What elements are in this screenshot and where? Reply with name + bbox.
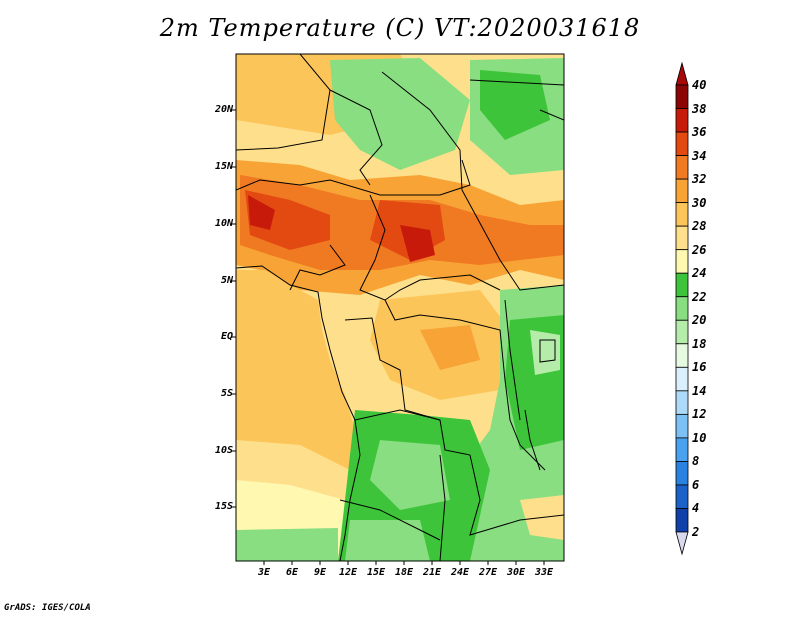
lon-label: 24E xyxy=(450,567,470,578)
colorbar-swatch xyxy=(675,319,689,345)
colorbar-label: 16 xyxy=(692,360,707,375)
colorbar-swatch xyxy=(675,296,689,321)
colorbar-swatch xyxy=(675,343,689,368)
lat-label: 15N xyxy=(214,161,233,172)
lat-label: 10N xyxy=(214,218,233,229)
lon-label: 18E xyxy=(394,567,414,578)
colorbar-label: 40 xyxy=(692,78,707,92)
colorbar-swatch xyxy=(675,155,689,180)
colorbar-swatch xyxy=(675,484,689,509)
colorbar-label: 24 xyxy=(692,266,707,281)
colorbar-swatch xyxy=(675,461,689,486)
axis-ticks xyxy=(232,109,545,565)
colorbar-label: 6 xyxy=(692,477,700,492)
lon-label: 33E xyxy=(534,567,554,578)
lon-label: 9E xyxy=(313,567,327,578)
colorbar-swatch xyxy=(675,437,689,462)
temperature-field xyxy=(236,54,564,561)
lon-label: 15E xyxy=(366,567,386,578)
chart-title: 2m Temperature (C) VT:2020031618 xyxy=(159,14,641,42)
lon-label: 12E xyxy=(338,567,358,578)
colorbar-swatch xyxy=(675,84,689,109)
colorbar-label: 8 xyxy=(692,454,700,469)
colorbar-swatch xyxy=(675,178,689,204)
lat-label: EQ xyxy=(220,331,233,342)
colorbar-high-arrow xyxy=(675,61,689,86)
lat-label: 5S xyxy=(220,388,233,399)
colorbar-label: 14 xyxy=(692,383,707,398)
lon-label: 3E xyxy=(257,567,271,578)
lat-label: 10S xyxy=(214,445,233,456)
lat-label: 20N xyxy=(214,104,233,115)
colorbar-swatch xyxy=(675,131,689,156)
map-frame xyxy=(235,53,565,562)
colorbar-label: 2 xyxy=(692,525,700,539)
colorbar-label: 26 xyxy=(692,242,707,257)
colorbar-label: 22 xyxy=(692,289,707,304)
colorbar-label: 32 xyxy=(692,172,707,187)
borders xyxy=(236,54,564,561)
colorbar-swatch xyxy=(675,272,689,298)
colorbar-label: 38 xyxy=(692,101,707,116)
colorbar-label: 4 xyxy=(692,501,700,516)
colorbar xyxy=(675,61,689,556)
lon-label: 27E xyxy=(478,567,498,578)
lat-label: 15S xyxy=(214,501,233,512)
colorbar-swatch xyxy=(675,249,689,274)
colorbar-label: 12 xyxy=(692,407,707,422)
colorbar-label: 30 xyxy=(692,195,707,210)
lon-label: 21E xyxy=(422,567,442,578)
colorbar-swatch xyxy=(675,366,689,392)
colorbar-swatch xyxy=(675,108,689,133)
colorbar-label: 18 xyxy=(692,336,707,351)
colorbar-swatch xyxy=(675,413,689,439)
grads-credit: GrADS: IGES/COLA xyxy=(4,603,91,613)
lon-label: 6E xyxy=(285,567,299,578)
colorbar-low-arrow xyxy=(675,531,689,556)
colorbar-swatch xyxy=(675,225,689,251)
lon-label: 30E xyxy=(506,567,526,578)
colorbar-label: 36 xyxy=(692,125,707,140)
colorbar-swatch xyxy=(675,202,689,227)
colorbar-label: 28 xyxy=(692,219,707,234)
lat-label: 5N xyxy=(220,275,233,286)
colorbar-label: 10 xyxy=(692,430,707,445)
colorbar-label: 20 xyxy=(692,313,707,328)
colorbar-swatch xyxy=(675,390,689,415)
colorbar-swatch xyxy=(675,508,689,533)
colorbar-label: 34 xyxy=(692,148,707,163)
